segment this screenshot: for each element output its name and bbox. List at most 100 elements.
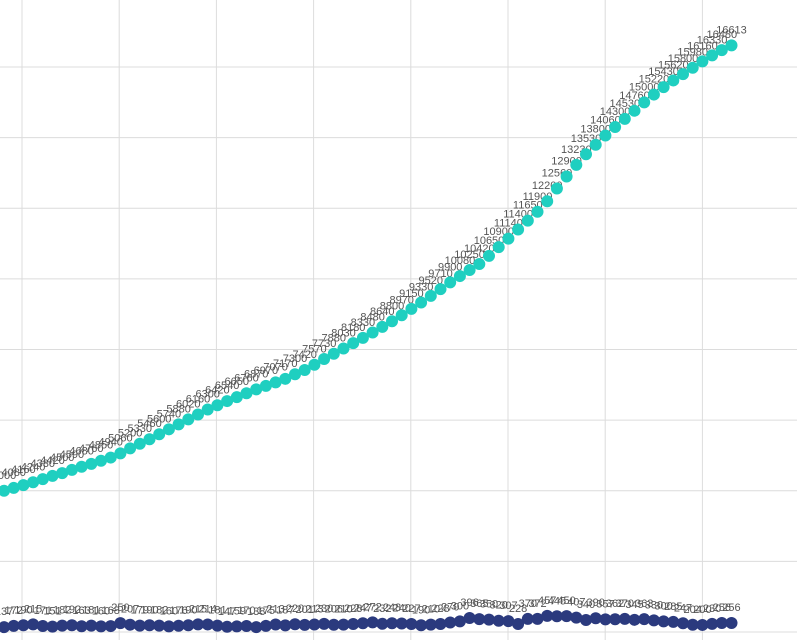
point: [444, 616, 457, 629]
data-label: 4420: [40, 455, 64, 467]
point: [657, 615, 670, 628]
data-label: 445: [548, 595, 566, 607]
data-label: 9710: [428, 268, 452, 280]
point: [17, 619, 30, 632]
point: [628, 104, 641, 117]
data-label: 272: [363, 601, 381, 613]
point: [657, 81, 670, 94]
point: [366, 326, 379, 339]
data-label: 5460: [137, 418, 161, 430]
data-label: 190: [412, 604, 430, 616]
point: [221, 395, 234, 408]
data-label: 5330: [128, 423, 152, 435]
data-label: 345: [625, 599, 643, 611]
point: [104, 451, 117, 464]
point: [85, 619, 98, 632]
data-label: 16480: [707, 29, 738, 41]
point: [182, 619, 195, 632]
data-label: 285: [664, 601, 682, 613]
data-label: 5600: [147, 413, 171, 425]
data-label: 8800: [380, 300, 404, 312]
point: [298, 363, 311, 376]
point: [453, 615, 466, 628]
point: [599, 129, 612, 142]
data-label: 215: [24, 603, 42, 615]
point: [424, 618, 437, 631]
point: [240, 619, 253, 632]
point: [570, 158, 583, 171]
point: [609, 121, 622, 134]
point: [667, 615, 680, 628]
point: [356, 617, 369, 630]
point: [706, 617, 719, 630]
point: [230, 391, 243, 404]
data-label: 137: [0, 606, 13, 618]
point: [46, 469, 59, 482]
point: [580, 613, 592, 626]
data-label: 4590: [60, 449, 84, 461]
point: [279, 372, 292, 385]
data-label: 6300: [195, 389, 219, 401]
data-label: 8480: [360, 312, 384, 324]
data-label: 5880: [166, 403, 190, 415]
point: [162, 423, 175, 436]
point: [386, 617, 398, 630]
point: [95, 454, 107, 467]
data-label: 4000: [0, 470, 16, 482]
data-label: 168: [102, 605, 120, 617]
point: [589, 612, 602, 625]
data-label: 159: [228, 605, 246, 617]
data-label: 370: [616, 598, 634, 610]
point: [531, 205, 544, 218]
point: [104, 620, 117, 633]
data-label: 247: [354, 602, 372, 614]
data-label: 228: [509, 603, 527, 615]
data-label: 6420: [205, 384, 229, 396]
data-label: 171: [34, 605, 52, 617]
data-label: 192: [63, 604, 81, 616]
point: [124, 442, 137, 455]
data-label: 16330: [697, 34, 728, 46]
data-label: 7420: [292, 349, 316, 361]
data-label: 407: [567, 597, 585, 609]
data-label: 207: [121, 604, 139, 616]
point: [647, 614, 660, 627]
data-label: 220: [286, 603, 304, 615]
point: [289, 368, 301, 381]
data-label: 15800: [668, 53, 699, 65]
data-label: 363: [635, 598, 653, 610]
point: [143, 619, 156, 632]
point: [696, 618, 709, 631]
point: [599, 613, 612, 626]
point: [230, 620, 243, 633]
data-label: 370: [519, 598, 537, 610]
point: [0, 621, 10, 634]
data-label: 176: [169, 605, 187, 617]
data-label: 7300: [283, 353, 307, 365]
data-label: 4160: [11, 464, 35, 476]
data-label: 300: [451, 600, 469, 612]
data-label: 187: [276, 604, 294, 616]
point: [376, 617, 389, 630]
data-label: 8970: [389, 294, 413, 306]
point: [259, 379, 272, 392]
point: [405, 302, 418, 315]
data-label: 160: [160, 605, 178, 617]
point: [95, 620, 107, 633]
data-label: 213: [305, 603, 323, 615]
data-label: 8640: [370, 306, 394, 318]
data-label: 300: [654, 600, 672, 612]
point: [677, 68, 689, 81]
point: [395, 309, 408, 322]
point: [521, 214, 534, 227]
data-label: 6540: [215, 380, 239, 392]
point: [424, 289, 437, 302]
data-label: 248: [383, 602, 401, 614]
point: [415, 619, 428, 632]
data-label: 9520: [419, 275, 443, 287]
point: [259, 619, 272, 632]
point: [366, 616, 379, 629]
point: [405, 617, 418, 630]
point: [715, 44, 728, 57]
data-label: 350: [480, 599, 498, 611]
